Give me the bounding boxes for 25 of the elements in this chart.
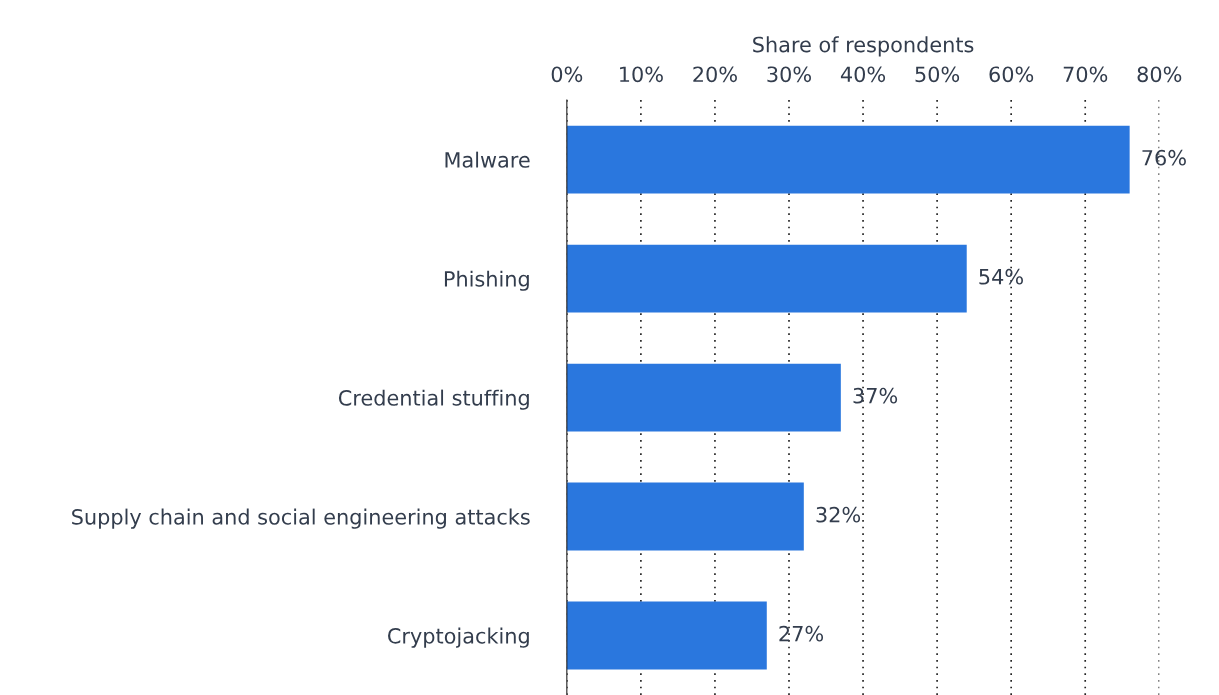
data-label: 27% (779, 625, 824, 642)
bar (566, 482, 804, 551)
bar (566, 363, 841, 432)
data-label: 37% (853, 387, 898, 404)
y-tick-label: Credential stuffing (338, 389, 529, 410)
y-tick-label: Supply chain and social engineering attacks (72, 508, 530, 529)
x-tick-label: 0% (551, 66, 583, 83)
y-tick-label: Malware (445, 151, 530, 168)
x-tick-label: 30% (767, 66, 811, 83)
data-label: 32% (816, 506, 861, 523)
x-tick-label: 10% (620, 66, 663, 83)
x-tick-label: 20% (693, 66, 737, 83)
x-tick-label: 80% (1137, 66, 1182, 83)
x-tick-label: 50% (915, 66, 960, 83)
bar (566, 601, 767, 670)
x-axis-title: Share of respondents (753, 36, 974, 57)
bar (566, 125, 1130, 194)
data-label: 76% (1142, 149, 1186, 166)
data-label: 54% (979, 268, 1023, 285)
bar (566, 244, 967, 313)
x-tick-label: 40% (840, 66, 886, 83)
x-tick-label: 60% (989, 66, 1034, 83)
y-tick-label: Cryptojacking (388, 627, 529, 648)
x-tick-label: 70% (1063, 66, 1108, 83)
y-tick-label: Phishing (444, 270, 529, 291)
